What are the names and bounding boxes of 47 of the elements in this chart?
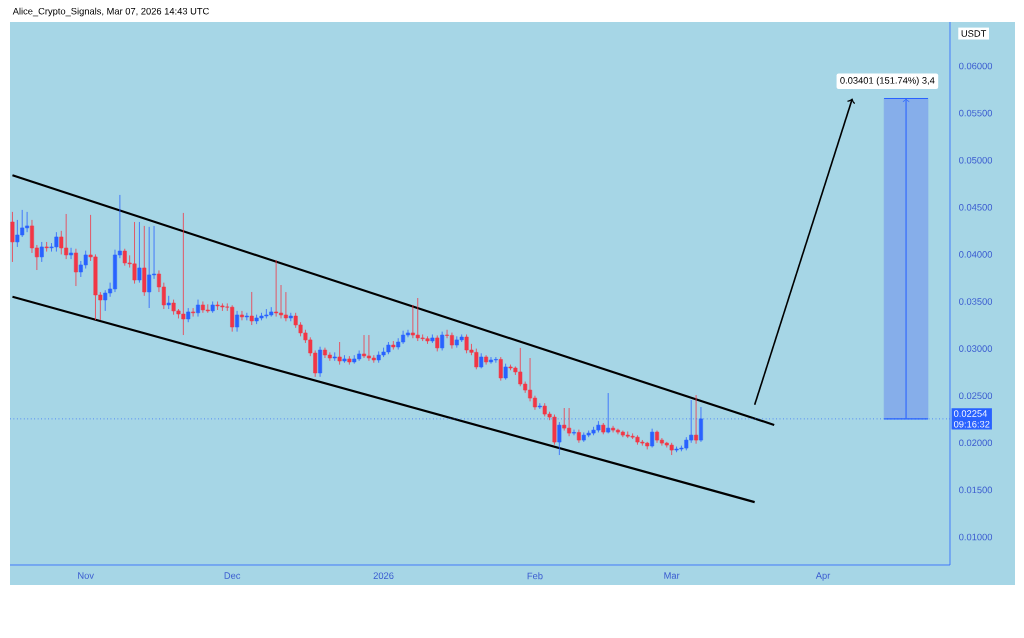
y-tick-label: 0.04500 <box>959 204 993 211</box>
candlestick <box>650 428 655 448</box>
candlestick <box>39 241 44 263</box>
y-axis-title: USDT <box>961 30 987 37</box>
y-tick-label: 0.05500 <box>959 109 993 117</box>
y-tick-label: 0.01000 <box>959 533 993 541</box>
candlestick <box>362 334 367 359</box>
candlestick <box>137 221 142 284</box>
candlestick <box>249 291 254 326</box>
candlestick <box>440 331 445 351</box>
candlestick <box>239 310 244 321</box>
candlestick <box>235 310 240 333</box>
y-tick-label: 0.05000 <box>959 156 993 164</box>
candlestick <box>694 394 699 445</box>
candlestick <box>327 351 332 362</box>
candlestick <box>196 299 200 317</box>
candlestick <box>69 247 74 260</box>
y-tick-label: 0.04000 <box>959 251 993 258</box>
candlestick <box>191 307 196 317</box>
candlestick <box>283 291 288 322</box>
candlestick <box>274 259 279 317</box>
x-tick-label: Mar <box>664 572 680 579</box>
candlestick <box>337 341 342 366</box>
x-tick-label: Nov <box>78 572 94 579</box>
candlestick <box>73 248 78 287</box>
chart-title: Alice_Crypto_Signals, Mar 07, 2026 14:43 UTC <box>12 7 209 17</box>
y-tick-label: 0.01500 <box>959 486 993 494</box>
candlestick <box>10 211 15 263</box>
x-tick-label: Apr <box>815 572 831 581</box>
candlestick <box>493 356 498 364</box>
y-tick-label: 0.03500 <box>959 298 993 305</box>
annotation: 0.03401 (151.74%) 3,4 <box>840 76 935 86</box>
candlestick <box>44 241 49 252</box>
y-tick-label: 0.02000 <box>959 439 993 447</box>
y-tick-label: 0.02500 <box>959 392 993 399</box>
text: 09:16:32 <box>953 420 990 428</box>
candlestick <box>318 346 323 378</box>
x-tick-label: 2026 <box>373 572 394 579</box>
y-tick-label: 0.03000 <box>959 345 993 352</box>
candlestick <box>498 356 503 382</box>
candlestick <box>557 421 562 456</box>
x-tick-label: Feb <box>527 572 543 580</box>
candlestick <box>572 429 576 436</box>
x-tick-label: Dec <box>224 572 241 579</box>
candlestick <box>147 226 152 309</box>
ref-line-label: 0.02254 <box>953 410 988 417</box>
y-tick-label: 0.06000 <box>959 62 993 70</box>
